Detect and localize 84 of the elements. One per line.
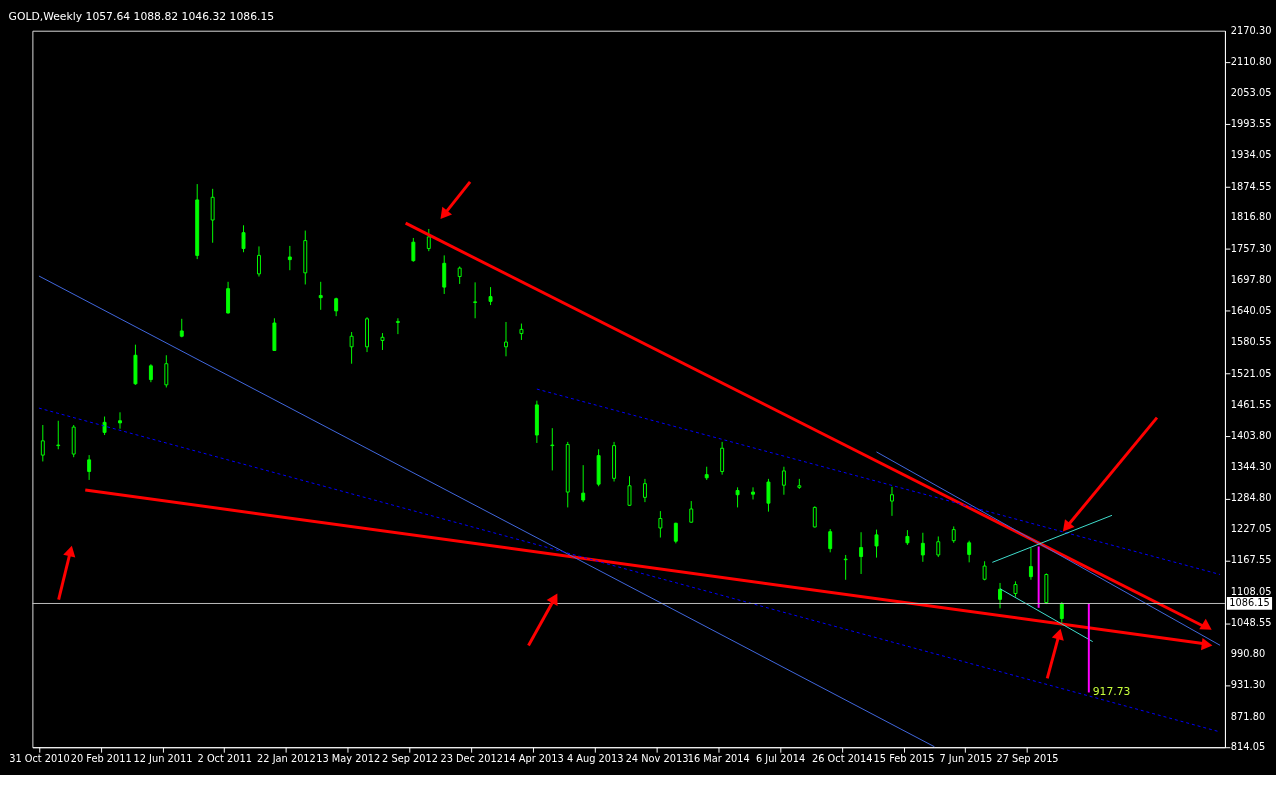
y-tick-label: 1816.80: [1230, 211, 1272, 223]
candlestick: [642, 478, 647, 503]
candlestick: [118, 411, 122, 430]
candlestick: [426, 228, 431, 252]
x-tick-label: 7 Jun 2015: [939, 753, 993, 765]
y-tick-label: 1757.30: [1230, 242, 1272, 254]
candlestick: [828, 528, 833, 553]
candlestick: [287, 245, 292, 271]
y-tick-label: 1227.05: [1230, 522, 1272, 534]
x-tick-label: 27 Sep 2015: [996, 753, 1059, 765]
candlestick: [689, 500, 694, 524]
x-tick-label: 26 Oct 2014: [811, 753, 873, 765]
candlestick: [890, 486, 894, 517]
candlestick: [1059, 601, 1064, 626]
annotation: 917.73: [1092, 685, 1131, 699]
y-tick-label: 1344.30: [1230, 461, 1272, 473]
x-tick-label: 4 Aug 2013: [566, 753, 624, 765]
x-tick-label: 13 May 2012: [316, 753, 381, 765]
candlestick: [550, 427, 555, 471]
y-tick-label: 871.80: [1230, 710, 1266, 722]
x-tick-label: 2 Sep 2012: [382, 753, 438, 765]
y-tick-label: 2170.30: [1230, 24, 1272, 36]
candlestick: [210, 188, 215, 244]
candlestick: [257, 245, 261, 278]
candlestick: [56, 420, 61, 450]
y-tick-label: 1521.05: [1230, 367, 1272, 379]
y-tick-label: 1048.55: [1230, 617, 1272, 629]
candlestick: [766, 478, 771, 513]
x-tick-label: 23 Dec 2012: [440, 753, 504, 765]
y-tick-label: 1874.55: [1230, 180, 1272, 192]
candlestick: [781, 466, 786, 496]
candlestick: [967, 540, 972, 563]
x-tick-label: 2 Oct 2011: [197, 753, 252, 765]
candlestick: [241, 224, 246, 253]
y-tick-label: 1403.80: [1230, 429, 1272, 441]
y-tick-label: 1580.55: [1230, 336, 1272, 348]
ref-line-label: 1086.15: [1229, 597, 1270, 609]
y-tick-label: 1697.80: [1230, 274, 1272, 286]
y-tick-label: 1640.05: [1230, 304, 1272, 316]
candlestick: [473, 281, 478, 319]
y-tick-label: 814.05: [1230, 741, 1266, 753]
candlestick: [658, 510, 663, 539]
x-tick-label: 15 Feb 2015: [873, 753, 935, 765]
candlestick: [395, 317, 400, 335]
x-tick-label: 24 Nov 2013: [625, 753, 689, 765]
candlestick: [627, 475, 632, 507]
candlestick: [812, 505, 817, 528]
candlestick: [936, 535, 941, 558]
candlestick: [442, 254, 447, 295]
candlestick: [998, 582, 1003, 609]
candlestick: [1028, 547, 1033, 581]
candlestick: [40, 424, 45, 462]
x-tick-label: 14 Apr 2013: [503, 753, 564, 765]
x-tick-label: 16 Mar 2014: [687, 753, 750, 765]
chart-title: GOLD,Weekly 1057.64 1088.82 1046.32 1086.15: [8, 9, 275, 23]
candlestick: [735, 486, 740, 508]
candlestick: [920, 532, 925, 563]
x-tick-label: 12 Jun 2011: [133, 753, 193, 765]
candlestick: [411, 237, 416, 263]
y-tick-label: 2053.05: [1230, 86, 1272, 98]
candlestick: [581, 464, 586, 503]
candlestick: [751, 486, 755, 500]
y-tick-label: 1108.05: [1230, 585, 1272, 597]
y-tick-label: 1284.80: [1230, 492, 1272, 504]
y-tick-label: 990.80: [1230, 647, 1266, 659]
candlestick: [859, 531, 864, 575]
y-tick-label: 2110.80: [1230, 56, 1272, 68]
candlestick: [102, 416, 107, 436]
candlestick: [164, 354, 169, 388]
x-tick-label: 22 Jan 2012: [257, 753, 316, 765]
candlestick: [318, 281, 323, 311]
y-tick-label: 931.30: [1230, 679, 1266, 691]
candlestick: [504, 321, 508, 357]
candlestick: [349, 331, 354, 365]
y-tick-label: 1934.05: [1230, 149, 1272, 161]
y-tick-label: 1167.55: [1230, 554, 1272, 566]
candlestick: [720, 441, 725, 476]
candlestick: [87, 454, 92, 481]
candlestick: [874, 529, 879, 559]
y-tick-label: 1461.55: [1230, 399, 1272, 411]
x-tick-label: 20 Feb 2011: [70, 753, 132, 765]
x-tick-label: 6 Jul 2014: [755, 753, 806, 765]
x-tick-label: 31 Oct 2010: [9, 753, 70, 765]
y-tick-label: 1993.55: [1230, 118, 1272, 130]
